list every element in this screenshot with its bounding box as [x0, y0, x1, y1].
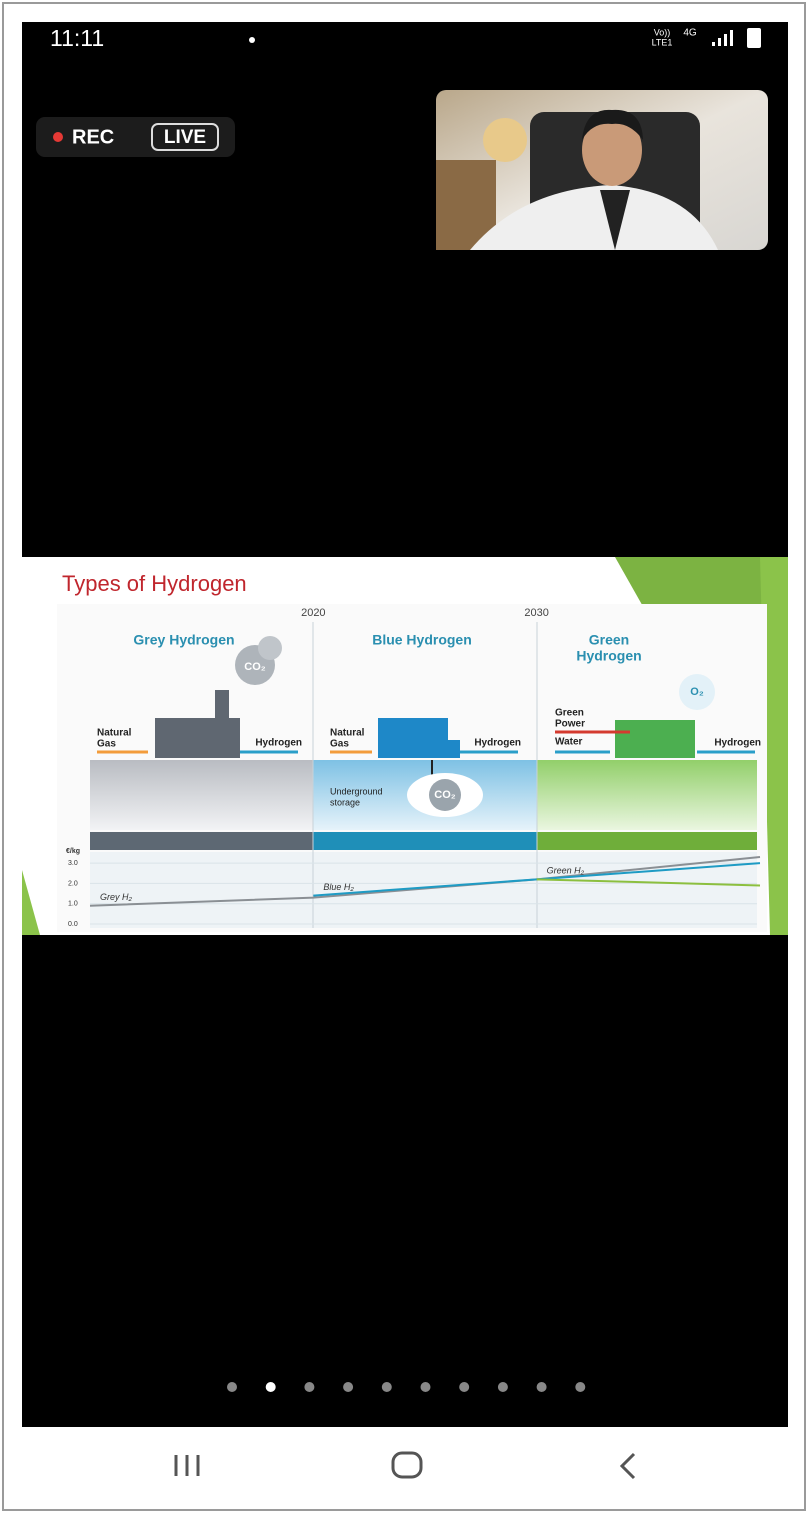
input-label: Gas: [330, 739, 349, 750]
network-label: Vo)): [654, 27, 671, 37]
page-dot[interactable]: [304, 1382, 314, 1392]
page-dot[interactable]: [343, 1382, 353, 1392]
storage-label: Underground: [330, 786, 383, 796]
column-heading: Blue Hydrogen: [372, 632, 472, 648]
page-dot-active[interactable]: [266, 1382, 276, 1392]
page-dot[interactable]: [421, 1382, 431, 1392]
slide-title: Types of Hydrogen: [62, 571, 247, 596]
page-dot[interactable]: [575, 1382, 585, 1392]
output-label: Hydrogen: [474, 738, 521, 749]
signal-bar: [724, 34, 727, 46]
slide: [22, 557, 788, 935]
clock: 11:11: [50, 25, 104, 51]
signal-bar: [718, 38, 721, 46]
series-label: Grey H₂: [100, 892, 133, 902]
input-label: Natural: [97, 728, 132, 739]
input-label: Green: [555, 708, 584, 719]
page-dot[interactable]: [382, 1382, 392, 1392]
emission-label: O₂: [690, 686, 704, 698]
page-dot[interactable]: [227, 1382, 237, 1392]
output-label: Hydrogen: [714, 738, 761, 749]
input-label: Gas: [97, 739, 116, 750]
storage-label: storage: [330, 797, 360, 807]
page-dot[interactable]: [498, 1382, 508, 1392]
input-label: Water: [555, 737, 583, 748]
y-tick-label: 1.0: [68, 901, 78, 908]
column-heading: Hydrogen: [576, 648, 641, 664]
emission-label: CO₂: [244, 661, 266, 673]
page-dot[interactable]: [459, 1382, 469, 1392]
battery: [747, 28, 761, 48]
y-tick-label: 3.0: [68, 860, 78, 867]
input-label: Natural: [330, 728, 365, 739]
signal-bar: [730, 30, 733, 46]
y-tick-label: 0.0: [68, 921, 78, 928]
y-axis-label: €/kg: [66, 848, 80, 855]
y-tick-label: 2.0: [68, 880, 78, 887]
series-label: Blue H₂: [323, 882, 354, 892]
live-label: LIVE: [164, 127, 206, 148]
x-category-label: 2020: [301, 607, 325, 619]
page-dot[interactable]: [537, 1382, 547, 1392]
network-label: LTE1: [652, 37, 673, 47]
rec-label: REC: [72, 126, 114, 148]
signal-label: 4G: [683, 28, 697, 39]
column-heading: Green: [589, 632, 629, 648]
input-label: Power: [555, 719, 585, 730]
screen: 11:11 Vo))LTE1 4G: [0, 0, 808, 1513]
webcam-thumbnail: [436, 90, 768, 250]
signal-bar: [712, 42, 715, 46]
status-icon: [249, 37, 255, 43]
series-label: Green H₂: [547, 866, 585, 876]
x-category-label: 2030: [524, 607, 548, 619]
emission-label: CO₂: [434, 789, 456, 801]
page: 11:11 Vo))LTE1 4G: [0, 0, 808, 1513]
output-label: Hydrogen: [255, 738, 302, 749]
rec-dot: [53, 132, 63, 142]
column-heading: Grey Hydrogen: [133, 632, 234, 648]
